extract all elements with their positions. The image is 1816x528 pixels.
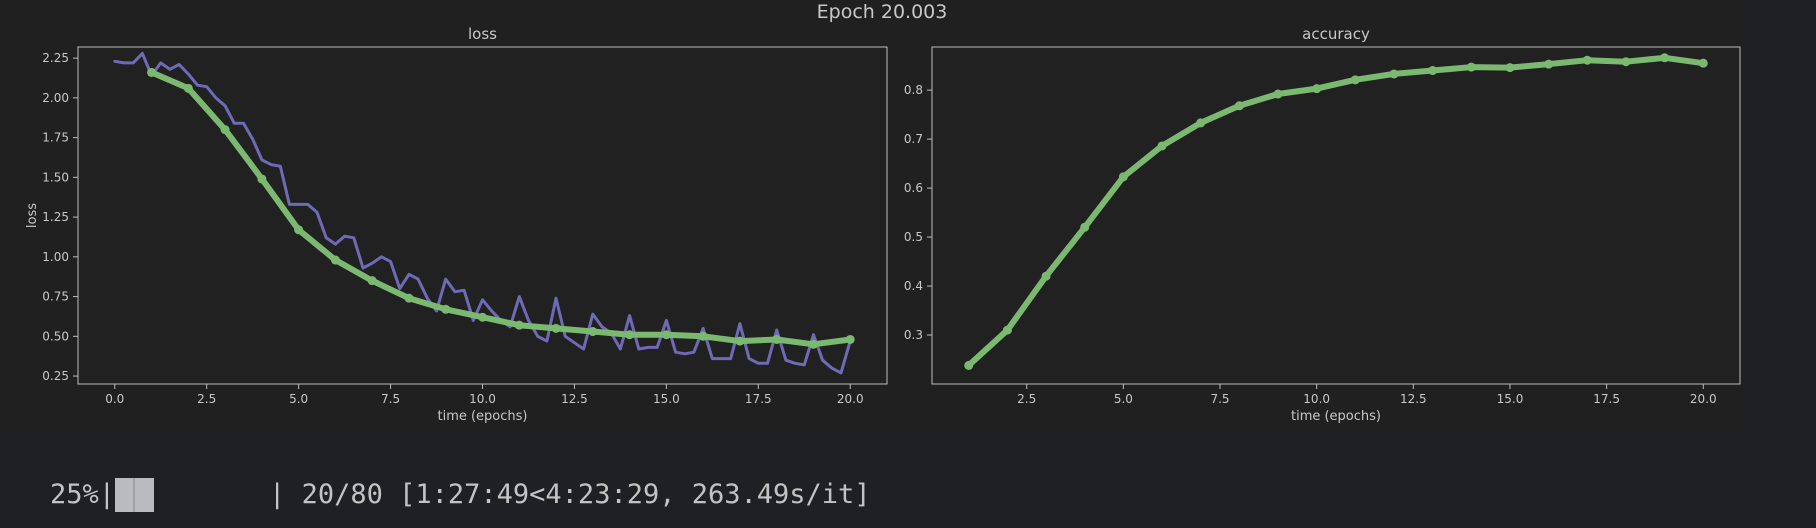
series-line-1 [148,69,854,348]
data-point [1002,325,1012,335]
y-tick-label: 0.25 [42,369,69,383]
progress-bar-fill [115,478,154,512]
data-point [1621,57,1631,67]
data-point [588,327,598,337]
data-point [1544,59,1554,69]
data-point [1389,69,1399,79]
data-point [1466,62,1476,72]
y-tick-label: 0.3 [904,328,923,342]
x-tick-label: 15.0 [653,392,680,406]
y-tick-label: 0.50 [42,329,69,343]
data-point [661,330,671,340]
data-point [1234,101,1244,111]
data-point [698,331,708,341]
x-tick-label: 7.5 [1210,392,1229,406]
y-tick-label: 1.75 [42,131,69,145]
data-point [1428,66,1438,76]
axes-frame [931,46,1741,385]
axes-frame [77,46,888,385]
data-point [257,174,267,184]
y-tick-label: 1.25 [42,210,69,224]
data-point [1582,55,1592,65]
data-point [1118,172,1128,182]
y-tick-label: 0.5 [904,230,923,244]
data-point [1080,222,1090,232]
progress-bar [115,478,269,512]
x-tick-label: 10.0 [1303,392,1330,406]
progress-percent: 25% [50,479,99,510]
x-tick-label: 5.0 [1114,392,1133,406]
x-tick-label: 15.0 [1497,392,1524,406]
x-tick-label: 12.5 [1400,392,1427,406]
progress-separator-left: | [98,479,116,510]
y-tick-label: 1.00 [42,250,69,264]
data-point [1698,58,1708,68]
data-point [808,339,818,349]
data-point [1312,84,1322,94]
data-point [625,330,635,340]
progress-separator-right: | [269,479,286,510]
series-line-0 [113,51,852,375]
x-tick-label: 2.5 [1017,392,1036,406]
data-point [330,255,340,265]
x-tick-label: 0.0 [105,392,124,406]
y-tick-label: 0.8 [904,83,923,97]
y-tick-label: 1.50 [42,170,69,184]
y-tick-label: 0.75 [42,290,69,304]
x-tick-label: 12.5 [561,392,588,406]
data-point [367,276,377,286]
data-point [441,304,451,314]
data-point [514,320,524,330]
data-point [1273,89,1283,99]
x-tick-label: 20.0 [1690,392,1717,406]
x-axis-label: time (epochs) [1291,409,1381,424]
axes-face [932,47,1740,384]
data-point [183,83,193,93]
axes-face [78,47,887,384]
data-point [735,336,745,346]
data-point [551,323,561,333]
data-point [964,360,974,370]
data-point [1505,63,1515,73]
x-axis-label: time (epochs) [437,409,527,424]
training-figure: Epoch 20.003 loss time (epochs) loss 0.0 2.5… [25,1,1741,424]
data-point [1350,75,1360,85]
data-point [294,225,304,235]
y-tick-label: 0.4 [904,279,923,293]
progress-timing: [1:27:49<4:23:29, 263.49s/it] [399,479,871,510]
x-tick-label: 17.5 [745,392,772,406]
chart-panel-accuracy: accuracy time (epochs) 2.5 5.0 7.5 10.0 12.5 15… [904,25,1741,424]
chart-panel-loss: loss time (epochs) loss 0.0 2.5 5.0 7.5 10.0 12.… [25,25,888,424]
data-point [1041,271,1051,281]
progress-counts: 20/80 [301,479,383,510]
series-line-0 [965,54,1707,369]
x-tick-label: 20.0 [837,392,864,406]
data-point [1157,141,1167,151]
axes-title: accuracy [1302,25,1370,43]
data-point [478,312,487,322]
y-tick-label: 2.00 [42,91,69,105]
x-tick-label: 5.0 [289,392,308,406]
y-tick-label: 0.6 [904,181,923,195]
data-point [845,334,855,344]
x-tick-label: 2.5 [197,392,216,406]
data-point [772,334,782,344]
data-point [220,125,230,135]
progress-line: 25% | | 20/80 [1:27:49<4:23:29, 263.49s/it… [50,474,871,516]
figure-suptitle: Epoch 20.003 [817,1,948,23]
data-point [1660,53,1670,63]
y-axis-label: loss [25,203,40,228]
y-tick-label: 2.25 [42,51,69,65]
x-tick-label: 17.5 [1593,392,1620,406]
data-point [404,293,414,303]
y-tick-label: 0.7 [904,132,923,146]
x-tick-label: 7.5 [381,392,400,406]
data-point [147,67,157,77]
axes-title: loss [468,25,497,43]
x-tick-label: 10.0 [469,392,496,406]
data-point [1196,118,1206,128]
